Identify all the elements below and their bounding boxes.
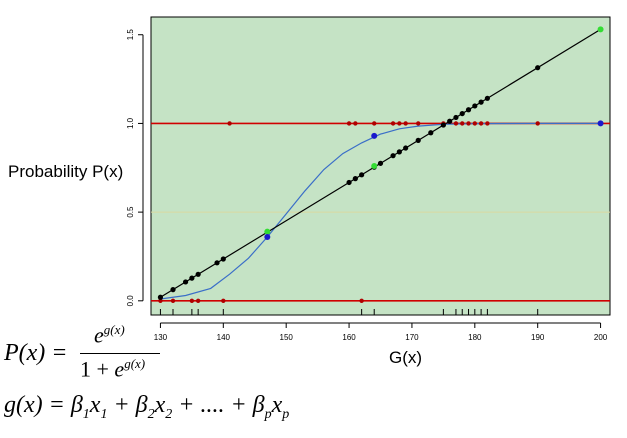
linear-fit-point-15: [415, 137, 421, 143]
linear-fit-point-13: [396, 149, 402, 155]
beta-p: β: [252, 392, 265, 418]
ellipsis-terms: + .... +: [172, 392, 253, 418]
linear-fit-point-8: [352, 176, 358, 182]
highlight-point-3: [264, 233, 271, 240]
outcome-point-1-4: [390, 121, 396, 126]
outcome-point-0-1: [170, 298, 176, 304]
outcome-point-1-7: [416, 121, 421, 126]
denominator-exponent: g(x): [124, 356, 146, 371]
x-tick-label-1: 140: [217, 333, 231, 342]
beta-2-sub: 2: [147, 406, 155, 422]
highlight-point-1: [371, 163, 378, 169]
linear-fit-point-11: [377, 160, 384, 166]
linear-fit-point-19: [453, 114, 459, 121]
x-2: x: [154, 392, 166, 418]
linear-fit-point-1: [170, 287, 176, 293]
outcome-point-1-10: [460, 121, 465, 126]
linear-fit-point-25: [535, 65, 541, 71]
logistic-curve: [160, 122, 601, 300]
linear-fit-point-18: [447, 118, 453, 124]
plus-1: +: [107, 392, 136, 418]
outcome-point-0-3: [195, 298, 201, 304]
linear-fit-point-7: [346, 179, 352, 186]
outcome-point-1-2: [353, 121, 358, 126]
outcome-point-1-5: [397, 121, 402, 126]
linear-fit-point-0: [157, 294, 164, 300]
linear-fit-point-23: [478, 99, 484, 105]
x-tick-label-0: 130: [154, 333, 168, 342]
beta-1: β: [70, 392, 83, 418]
y-tick-label-2: 1.0: [126, 117, 135, 129]
x-p: x: [271, 392, 283, 418]
beta-p-sub: p: [264, 406, 272, 422]
linear-fit-point-9: [359, 172, 365, 178]
outcome-point-1-9: [453, 121, 459, 126]
plot-area: [150, 16, 611, 316]
outcome-point-1-13: [478, 121, 484, 126]
outcome-point-0-5: [359, 298, 364, 304]
outcome-point-0-4: [221, 298, 226, 304]
outcome-point-0-2: [189, 298, 195, 304]
x-2-sub: 2: [165, 406, 173, 422]
numerator-base: e: [94, 322, 104, 348]
linear-fit-point-16: [428, 130, 434, 136]
x-tick-label-6: 190: [531, 333, 545, 342]
linear-fit-point-2: [182, 279, 189, 285]
outcome-point-1-11: [466, 121, 471, 126]
logistic-formula: P(x) = eg(x) 1 + eg(x): [4, 322, 204, 390]
denominator-one: 1 +: [80, 356, 115, 382]
linear-fit-point-20: [459, 110, 465, 117]
x-tick-label-7: 200: [594, 333, 608, 342]
outcome-point-1-0: [227, 121, 232, 126]
formula-p-lhs: P(x) =: [4, 340, 68, 366]
outcome-point-1-12: [472, 121, 478, 126]
linear-fit-point-5: [214, 260, 220, 266]
linear-predictor-formula: g(x) = β1x1 + β2x2 + .... + βpxp: [4, 392, 289, 423]
y-tick-label-0: 0.0: [126, 295, 135, 307]
highlight-point-2: [597, 26, 604, 33]
x-tick-label-3: 160: [342, 333, 356, 342]
y-tick-label-1: 0.5: [126, 206, 135, 218]
x-tick-label-2: 150: [280, 333, 294, 342]
numerator-exponent: g(x): [103, 322, 125, 337]
linear-fit-point-17: [440, 122, 446, 128]
linear-fit-point-22: [472, 103, 478, 109]
linear-fit-point-3: [189, 275, 195, 281]
denominator-base: e: [114, 356, 125, 382]
y-tick-label-3: 1.5: [126, 29, 135, 41]
outcome-point-1-6: [403, 121, 408, 126]
x-tick-label-4: 170: [405, 333, 419, 342]
linear-fit-point-21: [465, 107, 472, 113]
x-1: x: [89, 392, 101, 418]
linear-fit-point-14: [403, 145, 409, 151]
formula-g-lhs: g(x) =: [4, 392, 71, 418]
linear-fit-point-6: [220, 256, 226, 262]
linear-fit-point-12: [390, 153, 396, 159]
outcome-point-1-3: [372, 121, 377, 126]
formula-denominator: 1 + eg(x): [80, 356, 145, 382]
outcome-point-0-0: [158, 298, 163, 304]
y-axis-label: Probability P(x): [8, 162, 124, 181]
x-axis-label: G(x): [389, 348, 423, 367]
outcome-point-1-15: [535, 121, 540, 126]
fraction-bar: [80, 353, 160, 354]
highlight-point-4: [371, 132, 378, 139]
formula-numerator: eg(x): [94, 322, 125, 348]
x-p-sub: p: [282, 406, 290, 422]
beta-1-sub: 1: [82, 406, 90, 422]
beta-2: β: [135, 392, 148, 418]
linear-fit-point-24: [484, 95, 490, 101]
outcome-point-1-1: [346, 121, 352, 126]
linear-fit-point-4: [195, 271, 201, 277]
highlight-point-0: [264, 228, 271, 235]
x-1-sub: 1: [100, 406, 108, 422]
outcome-point-1-14: [485, 121, 490, 126]
x-tick-label-5: 180: [468, 333, 482, 342]
highlight-point-5: [597, 120, 604, 127]
